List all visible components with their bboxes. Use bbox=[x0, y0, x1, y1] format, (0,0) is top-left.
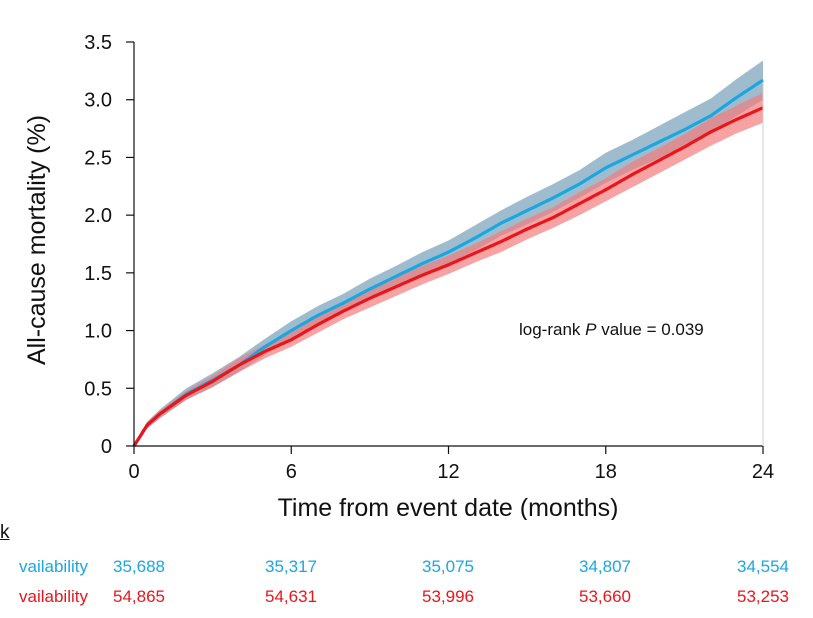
risk-row-blue: vailability 35,688 35,317 35,075 34,807 … bbox=[0, 557, 813, 579]
risk-value: 54,631 bbox=[265, 587, 317, 606]
x-tick-label: 18 bbox=[595, 461, 617, 483]
x-tick-label: 6 bbox=[286, 461, 297, 483]
logrank-suffix: value = 0.039 bbox=[596, 320, 703, 339]
y-tick-label: 2.0 bbox=[84, 205, 112, 227]
y-axis-ticks: 0 0.5 1.0 1.5 2.0 2.5 3.0 3.5 bbox=[84, 32, 134, 458]
y-tick-label: 3.0 bbox=[84, 90, 112, 112]
x-axis-ticks: 0 6 12 18 24 bbox=[128, 446, 774, 483]
y-tick-label: 2.5 bbox=[84, 147, 112, 169]
risk-value: 35,688 bbox=[113, 557, 165, 576]
risk-value: 53,253 bbox=[737, 587, 789, 606]
risk-value: 34,554 bbox=[737, 557, 789, 576]
x-tick-label: 0 bbox=[128, 461, 139, 483]
logrank-annotation: log-rank P value = 0.039 bbox=[519, 320, 704, 339]
confidence-band-1 bbox=[134, 92, 763, 447]
x-tick-label: 24 bbox=[752, 461, 774, 483]
risk-value: 34,807 bbox=[579, 557, 631, 576]
series-line-1 bbox=[132, 106, 764, 447]
risk-table-header: risk bbox=[0, 522, 10, 543]
logrank-p: P bbox=[585, 320, 597, 339]
y-tick-label: 1.0 bbox=[84, 321, 112, 343]
y-tick-label: 0.5 bbox=[84, 378, 112, 400]
survival-curves bbox=[132, 78, 764, 447]
y-tick-label: 3.5 bbox=[84, 32, 112, 54]
x-tick-label: 12 bbox=[437, 461, 459, 483]
risk-value: 35,317 bbox=[265, 557, 317, 576]
risk-row-label: vailability bbox=[19, 587, 88, 606]
y-tick-label: 1.5 bbox=[84, 263, 112, 285]
logrank-prefix: log-rank bbox=[519, 320, 585, 339]
risk-value: 54,865 bbox=[113, 587, 165, 606]
y-axis-title: All-cause mortality (%) bbox=[23, 115, 51, 365]
km-chart: 0 0.5 1.0 1.5 2.0 2.5 3.0 3.5 0 6 12 18 24 All-caus… bbox=[23, 32, 774, 520]
risk-row-label: vailability bbox=[19, 557, 88, 576]
y-tick-label: 0 bbox=[101, 436, 112, 458]
risk-value: 35,075 bbox=[422, 557, 474, 576]
risk-value: 53,660 bbox=[579, 587, 631, 606]
risk-value: 53,996 bbox=[422, 587, 474, 606]
risk-row-red: vailability 54,865 54,631 53,996 53,660 … bbox=[0, 587, 813, 609]
x-axis-title: Time from event date (months) bbox=[278, 494, 619, 520]
